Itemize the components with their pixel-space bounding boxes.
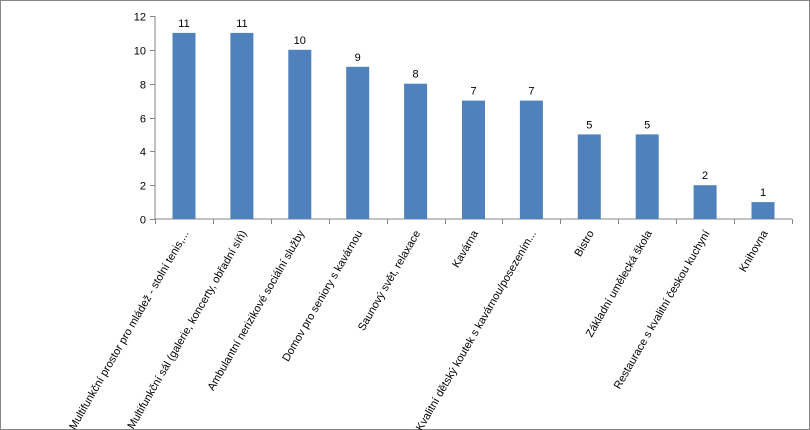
y-tick-label: 2 [140,181,146,193]
data-label: 10 [294,35,306,47]
data-label: 5 [586,119,592,131]
bar [751,202,775,219]
y-tick-label: 6 [140,114,146,126]
bar [172,32,196,220]
data-label: 7 [470,86,476,98]
category-label: Restaurace s kvalitní českou kuchyní [612,229,713,392]
bar [404,83,428,219]
category-label: Multifunkční sál (galerie, koncerty, obř… [125,229,249,430]
data-label: 5 [644,119,650,131]
bar [462,100,485,219]
data-label: 1 [760,187,766,199]
category-label: Multifunkční prostor pro mládež - stolní… [67,229,191,430]
y-tick-label: 0 [140,215,146,227]
bar [346,66,370,220]
category-label: Saunový svět, relaxace [356,228,423,332]
data-label: 11 [178,18,189,30]
y-tick-label: 12 [134,12,146,24]
data-label: 9 [355,52,361,64]
data-label: 2 [702,170,708,182]
y-tick-label: 8 [140,80,146,92]
bar [577,134,601,219]
category-label: Základní umělecká škola [584,228,655,340]
category-label: Kvalitní dětský koutek s kavárnou/poseze… [414,229,539,430]
bar [288,49,312,219]
bar [519,100,543,219]
y-tick-label: 10 [134,46,146,58]
data-label: 8 [413,69,419,81]
category-label: Bistro [572,229,596,259]
bar [635,134,659,219]
data-label: 7 [528,86,534,98]
data-label: 11 [236,18,247,30]
bar [230,32,254,220]
category-label: Kavárna [450,228,481,270]
bar [693,185,717,219]
category-label: Ambulantní nerizikové sociální služby [206,228,308,393]
category-label: Knihovna [737,228,771,274]
y-tick-label: 4 [140,147,146,159]
